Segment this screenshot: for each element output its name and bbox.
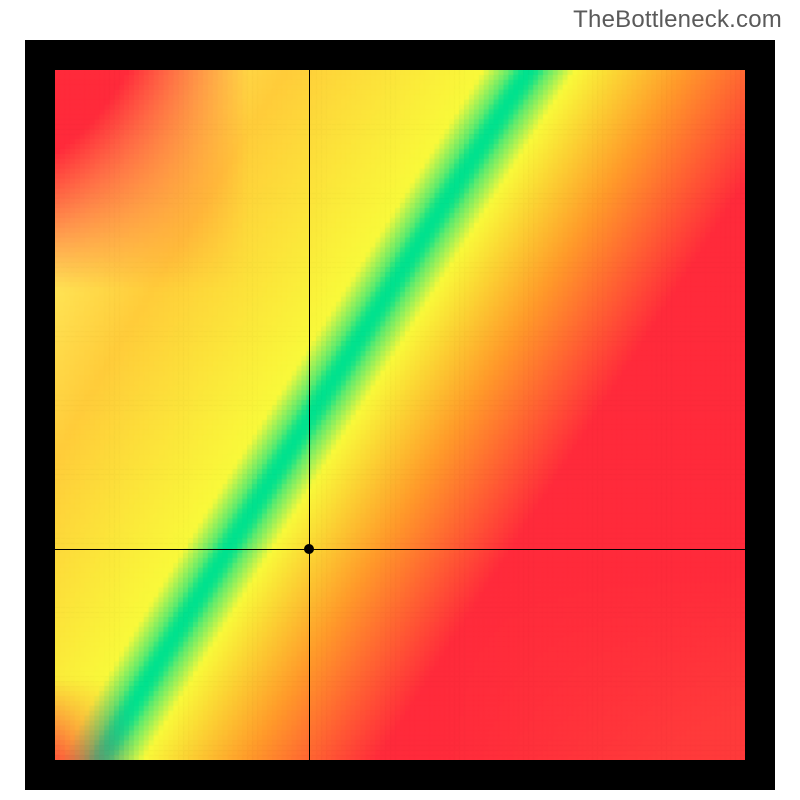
heatmap-canvas	[55, 70, 745, 760]
watermark-text: TheBottleneck.com	[573, 6, 782, 34]
crosshair-vertical	[309, 70, 310, 760]
crosshair-marker	[304, 544, 314, 554]
plot-area	[55, 70, 745, 760]
crosshair-horizontal	[55, 549, 745, 550]
plot-frame	[25, 40, 775, 790]
